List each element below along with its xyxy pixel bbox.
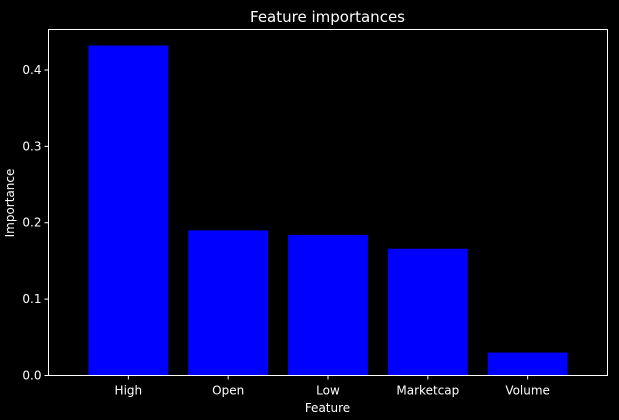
bar-open xyxy=(188,230,269,376)
chart-title: Feature importances xyxy=(250,8,405,26)
bar-marketcap xyxy=(387,248,468,376)
x-tick-label: Marketcap xyxy=(396,384,459,398)
y-axis-ticks: 0.0 0.1 0.2 0.3 0.4 xyxy=(22,63,49,383)
x-axis-ticks: High Open Low Marketcap Volume xyxy=(115,375,550,398)
y-tick-label: 0.2 xyxy=(22,216,41,230)
y-tick-label: 0.3 xyxy=(22,139,41,153)
x-tick-label: Low xyxy=(316,384,340,398)
bar-low xyxy=(288,234,368,376)
bar-high xyxy=(88,45,169,376)
bar-volume xyxy=(487,352,568,376)
y-tick-label: 0.1 xyxy=(22,292,41,306)
y-axis-label: Importance xyxy=(3,169,17,238)
plot-frame xyxy=(48,29,608,376)
y-tick-label: 0.0 xyxy=(22,369,41,383)
x-tick-label: High xyxy=(115,384,143,398)
y-tick-label: 0.4 xyxy=(22,63,41,77)
x-tick-label: Volume xyxy=(505,384,550,398)
x-tick-label: Open xyxy=(212,384,244,398)
x-axis-label: Feature xyxy=(305,401,350,415)
bars-group xyxy=(88,45,568,376)
